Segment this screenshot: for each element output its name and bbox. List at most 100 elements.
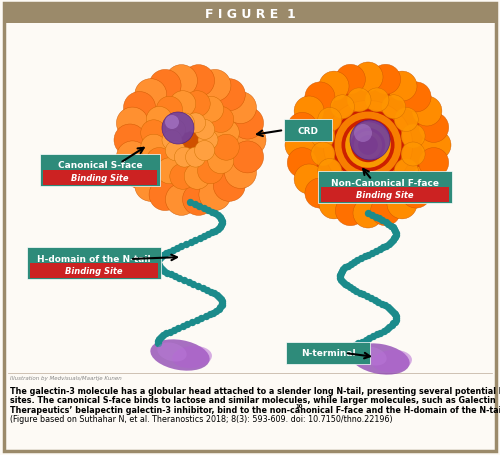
Point	[336, 275, 344, 282]
Point	[167, 271, 175, 278]
Point	[157, 334, 165, 341]
Point	[217, 216, 225, 223]
Point	[366, 334, 374, 342]
Circle shape	[382, 172, 406, 196]
Point	[178, 243, 186, 250]
Point	[214, 212, 222, 219]
Circle shape	[350, 121, 390, 161]
Point	[390, 235, 398, 243]
Point	[373, 331, 381, 338]
FancyBboxPatch shape	[4, 4, 496, 24]
Point	[387, 222, 395, 230]
Point	[384, 221, 392, 228]
Circle shape	[198, 158, 224, 184]
Point	[190, 281, 198, 288]
Circle shape	[412, 97, 442, 127]
Point	[339, 278, 347, 286]
Circle shape	[124, 157, 156, 189]
Circle shape	[170, 164, 196, 190]
Circle shape	[184, 91, 210, 117]
Text: CRD: CRD	[298, 126, 318, 135]
Circle shape	[288, 148, 318, 178]
Circle shape	[285, 131, 315, 161]
Point	[204, 207, 212, 214]
Point	[186, 239, 194, 246]
Point	[194, 283, 202, 290]
Text: Therapeutics’ belapectin galectin-3 inhibitor, bind to the non-canonical F-face : Therapeutics’ belapectin galectin-3 inhi…	[10, 405, 500, 414]
Point	[212, 307, 220, 314]
Point	[369, 333, 377, 340]
Circle shape	[214, 135, 240, 161]
Circle shape	[370, 196, 400, 226]
Point	[390, 226, 398, 233]
Point	[202, 313, 209, 320]
Circle shape	[156, 97, 182, 123]
Circle shape	[370, 65, 400, 95]
Point	[218, 300, 226, 307]
Point	[200, 233, 208, 240]
Point	[368, 250, 376, 257]
Circle shape	[182, 66, 214, 97]
Circle shape	[224, 92, 256, 124]
Point	[387, 239, 395, 246]
Circle shape	[401, 143, 425, 167]
Point	[358, 338, 366, 345]
Point	[363, 293, 371, 300]
Point	[386, 306, 394, 313]
Circle shape	[186, 114, 206, 134]
Circle shape	[387, 72, 417, 102]
Text: N-terminal: N-terminal	[300, 349, 356, 358]
Text: Binding Site: Binding Site	[356, 191, 414, 200]
Point	[374, 298, 382, 306]
Point	[389, 237, 397, 244]
Point	[204, 231, 212, 238]
Text: Binding Site: Binding Site	[72, 174, 129, 182]
Circle shape	[140, 121, 166, 147]
Point	[347, 260, 355, 268]
Point	[154, 260, 162, 267]
Point	[391, 318, 399, 326]
Circle shape	[353, 63, 383, 93]
Circle shape	[174, 114, 195, 134]
Point	[382, 219, 390, 226]
Circle shape	[170, 91, 196, 117]
Point	[216, 303, 224, 311]
Circle shape	[166, 184, 198, 216]
Point	[218, 220, 226, 227]
Point	[158, 265, 166, 273]
Point	[367, 295, 375, 302]
Circle shape	[300, 78, 436, 213]
Text: F I G U R E  1: F I G U R E 1	[204, 7, 296, 20]
Point	[338, 268, 346, 275]
Circle shape	[353, 198, 383, 228]
Circle shape	[412, 165, 442, 195]
Point	[375, 215, 383, 222]
Text: Canonical S-face: Canonical S-face	[58, 161, 142, 170]
Point	[351, 342, 359, 349]
Circle shape	[208, 107, 234, 133]
Point	[348, 344, 356, 351]
Point	[206, 311, 214, 318]
Circle shape	[134, 80, 166, 111]
Point	[390, 309, 398, 317]
Point	[178, 323, 186, 330]
Circle shape	[156, 158, 182, 184]
Circle shape	[149, 179, 181, 211]
Text: H-domain of the N-tail: H-domain of the N-tail	[37, 254, 151, 263]
Point	[360, 291, 368, 298]
Point	[184, 321, 192, 328]
Point	[392, 313, 400, 320]
Circle shape	[234, 125, 266, 157]
Point	[218, 298, 226, 305]
Circle shape	[318, 108, 342, 132]
Point	[392, 228, 400, 235]
Point	[159, 252, 167, 259]
Point	[154, 338, 162, 345]
Circle shape	[199, 179, 231, 211]
Point	[154, 339, 162, 347]
Point	[212, 228, 220, 235]
Circle shape	[128, 79, 252, 202]
Circle shape	[336, 196, 366, 226]
Circle shape	[319, 72, 349, 102]
Circle shape	[174, 148, 195, 168]
